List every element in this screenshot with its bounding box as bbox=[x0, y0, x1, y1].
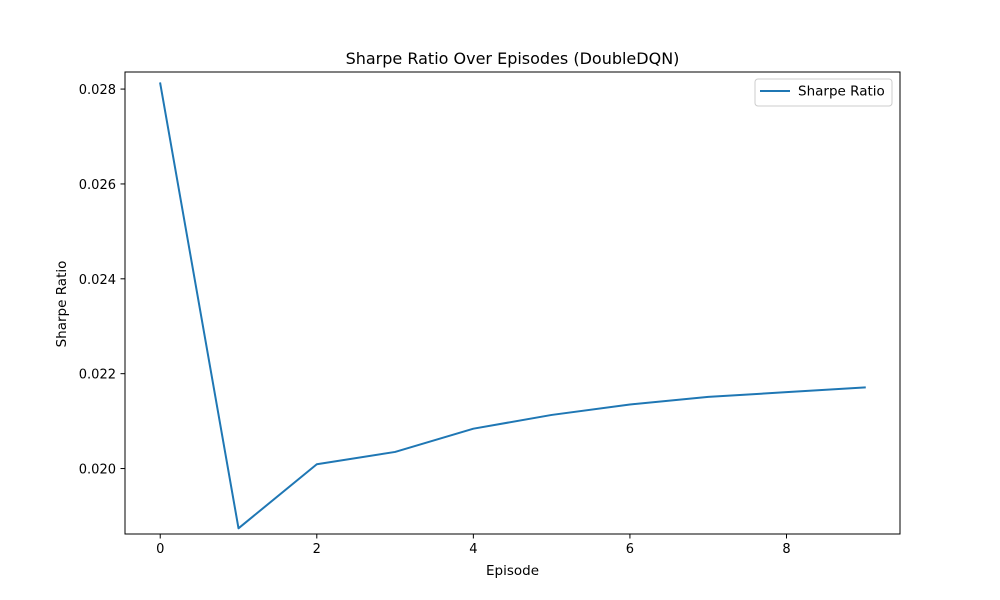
x-tick-label: 6 bbox=[626, 542, 634, 557]
y-tick-label: 0.024 bbox=[79, 273, 116, 288]
legend-label-sharpe-ratio: Sharpe Ratio bbox=[798, 84, 885, 100]
x-axis-ticks: 0 2 4 6 8 bbox=[156, 534, 791, 557]
y-tick-label: 0.022 bbox=[79, 368, 116, 383]
y-axis-ticks: 0.020 0.022 0.024 0.026 0.028 bbox=[79, 83, 125, 478]
y-tick-label: 0.028 bbox=[79, 83, 116, 98]
plot-frame bbox=[124, 71, 901, 535]
legend-box bbox=[754, 78, 893, 107]
chart-title: Sharpe Ratio Over Episodes (DoubleDQN) bbox=[346, 49, 680, 68]
series-line-sharpe-ratio bbox=[159, 82, 866, 530]
x-tick-label: 0 bbox=[156, 542, 164, 557]
plot-area bbox=[159, 82, 866, 530]
x-tick-label: 4 bbox=[469, 542, 477, 557]
x-tick-label: 8 bbox=[782, 542, 790, 557]
y-tick-label: 0.020 bbox=[79, 463, 116, 478]
legend: Sharpe Ratio bbox=[754, 78, 893, 107]
y-axis-label: Sharpe Ratio bbox=[54, 261, 70, 348]
y-tick-label: 0.026 bbox=[79, 178, 116, 193]
x-axis-label: Episode bbox=[486, 563, 539, 579]
x-tick-label: 2 bbox=[313, 542, 321, 557]
